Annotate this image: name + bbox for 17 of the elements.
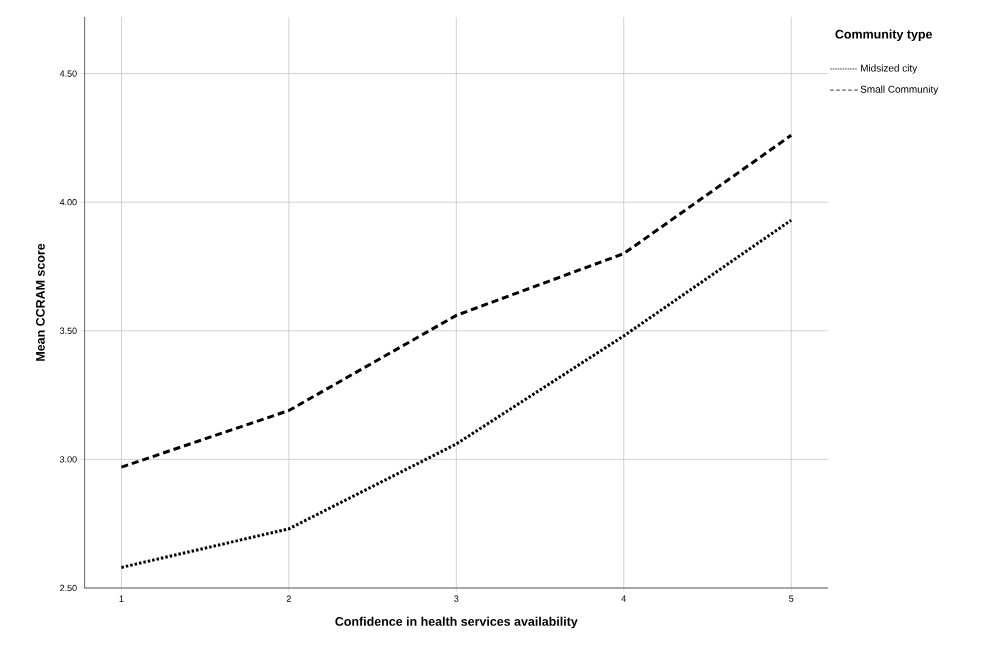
line-series [119, 218, 793, 569]
x-tick-label: 3 [454, 595, 459, 602]
x-tick-label: 5 [789, 595, 794, 602]
y-tick-label: 3.00 [59, 456, 77, 463]
line-series [119, 133, 793, 469]
x-tick-label: 1 [119, 595, 124, 602]
y-axis-title: Mean CCRAM score [35, 243, 45, 361]
y-tick-label: 3.50 [59, 327, 77, 334]
y-tick-label: 4.00 [59, 199, 77, 206]
x-axis-title: Confidence in health services availability [335, 616, 578, 629]
legend-label: Midsized city [860, 64, 918, 74]
y-tick-label: 4.50 [59, 70, 77, 77]
x-tick-label: 4 [621, 595, 626, 602]
x-tick-label: 2 [286, 595, 291, 602]
legend-title: Community type [835, 29, 933, 42]
y-tick-label: 2.50 [60, 584, 77, 592]
legend-label: Small Community [860, 85, 939, 95]
